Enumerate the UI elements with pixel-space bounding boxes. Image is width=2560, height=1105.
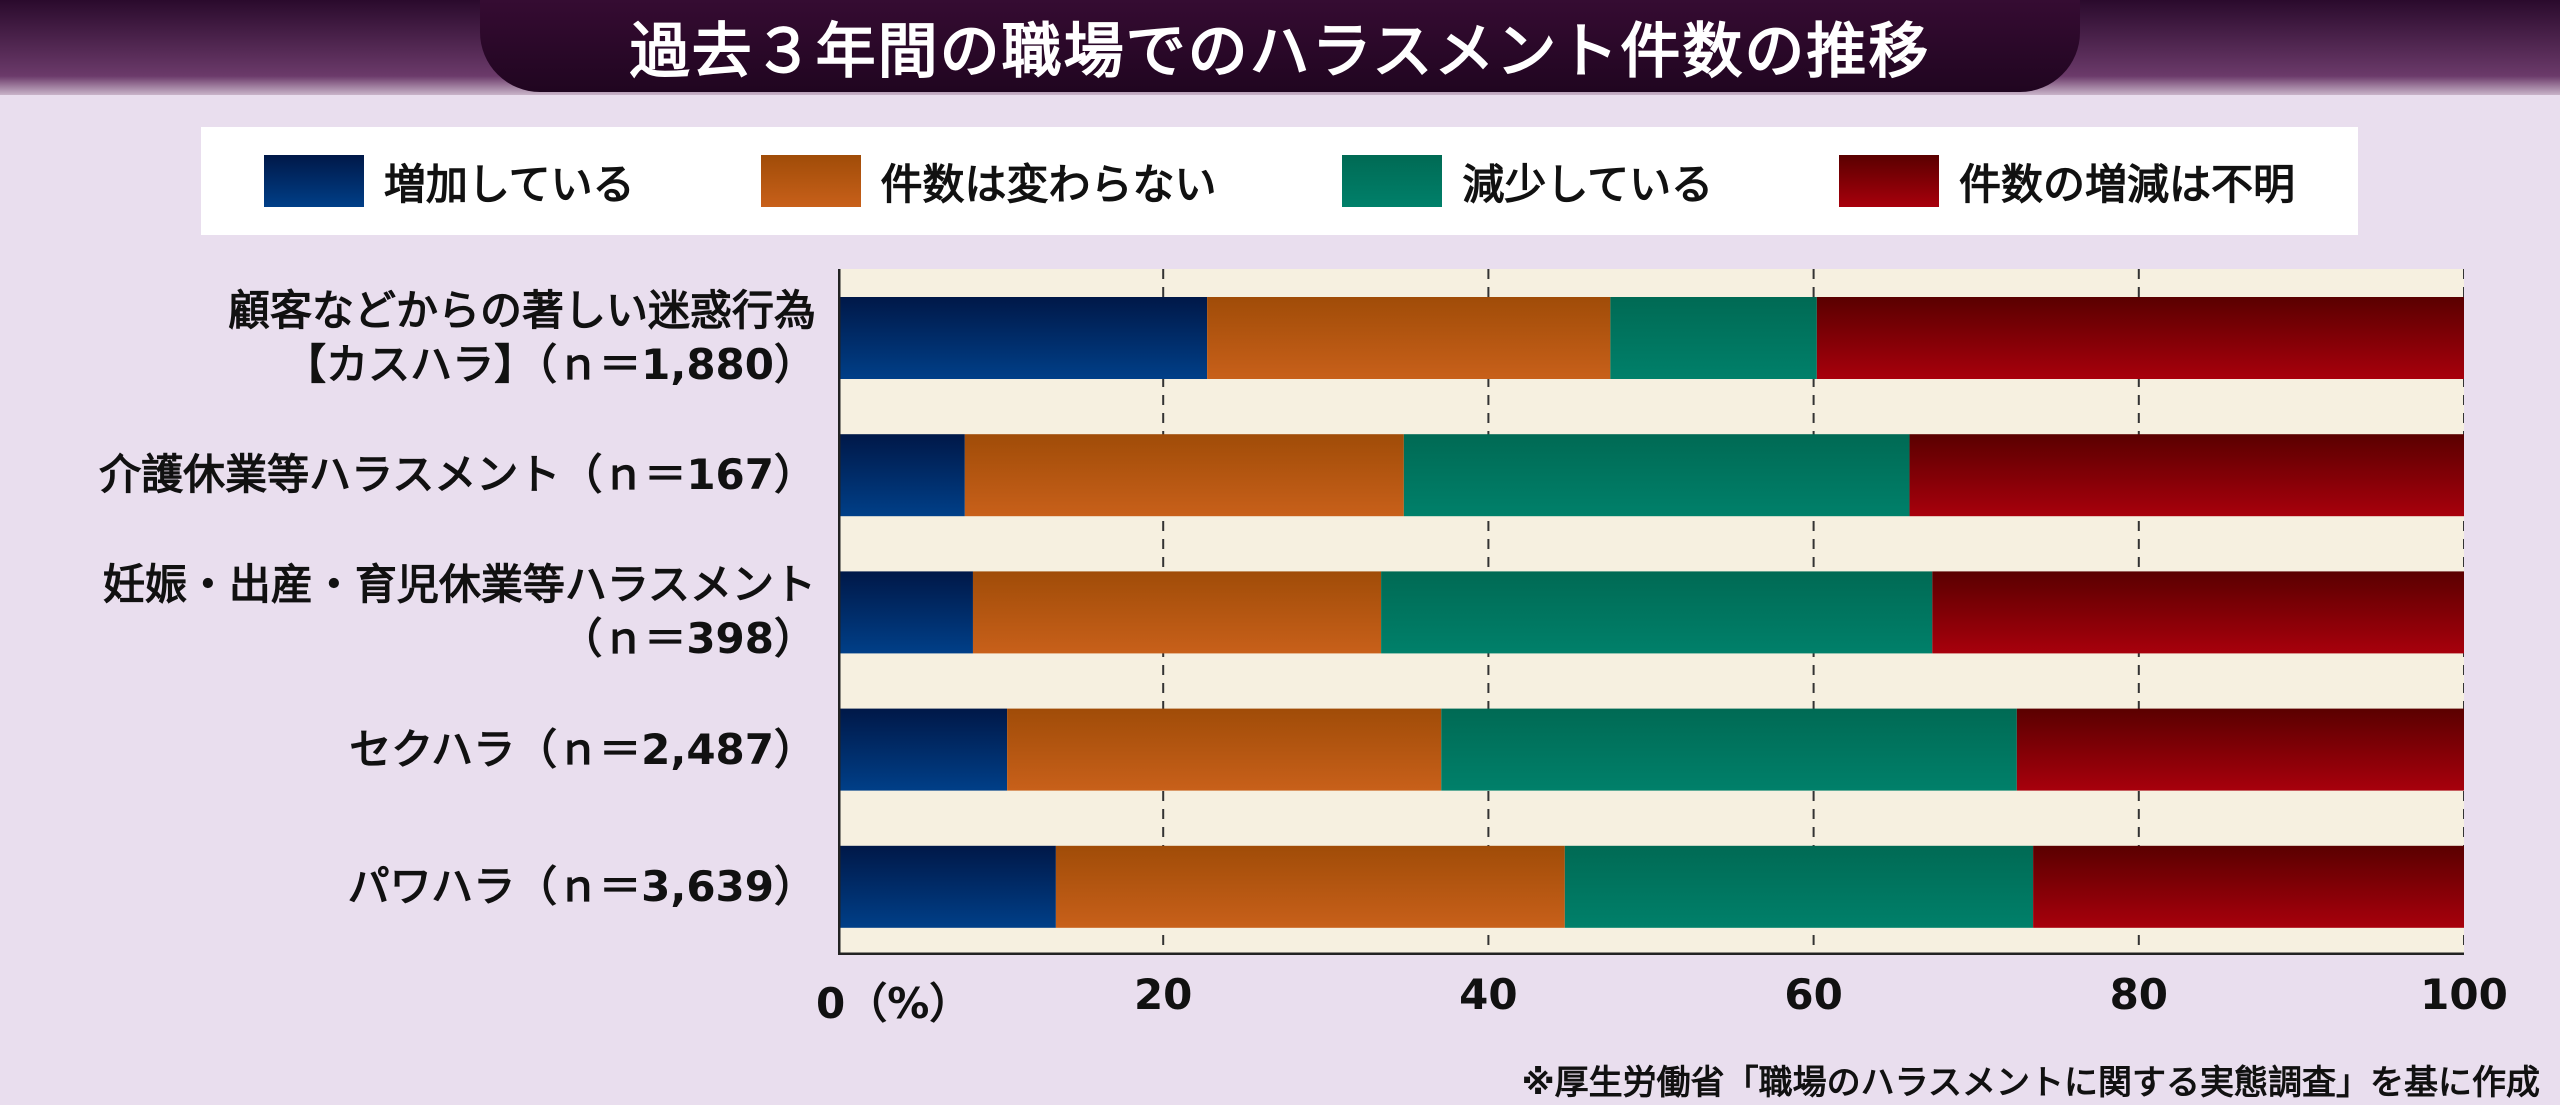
x-tick-label: 20 [1133, 970, 1193, 1019]
legend-swatch [263, 155, 364, 207]
bar-segment [964, 434, 1404, 517]
bar-segment [972, 571, 1382, 654]
bar-segment [1055, 845, 1565, 928]
title-banner: 過去３年間の職場でのハラスメント件数の推移 [480, 0, 2080, 92]
category-label: 顧客などからの著しい迷惑行為【カスハラ】（ｎ＝1,880） [16, 284, 816, 392]
x-tick-label: 40 [1459, 970, 1518, 1019]
legend-item: 減少している [1342, 151, 1713, 212]
bar-segment [1381, 571, 1933, 654]
legend-item: 増加している [263, 151, 635, 212]
bar-segment [838, 708, 1008, 791]
bar-segment [1403, 434, 1910, 517]
category-label-line: （ｎ＝398） [560, 614, 816, 664]
legend-swatch [1839, 155, 1940, 207]
x-tick-label: 0（%） [816, 979, 972, 1028]
category-label: セクハラ（ｎ＝2,487） [16, 723, 816, 777]
category-label: パワハラ（ｎ＝3,639） [16, 860, 816, 914]
category-label: 介護休業等ハラスメント（ｎ＝167） [16, 448, 816, 502]
plot-area [838, 269, 2464, 955]
legend-label: 件数は変わらない [880, 159, 1217, 209]
bar-segment [838, 434, 965, 517]
bar-segment [1564, 845, 2034, 928]
category-label-line: 介護休業等ハラスメント（ｎ＝167） [99, 450, 816, 500]
legend-label: 件数の増減は不明 [1959, 159, 2296, 209]
category-label: 妊娠・出産・育児休業等ハラスメント （ｎ＝398） [16, 558, 816, 666]
x-tick-label: 60 [1784, 970, 1843, 1019]
bar-segment [1816, 297, 2464, 379]
source-note: ※厚生労働省「職場のハラスメントに関する実態調査」を基に作成 [1521, 1063, 2540, 1103]
legend: 増加している 件数は変わらない 減少している 件数の増減は不明 [201, 127, 2358, 235]
bar-segment [1610, 297, 1817, 379]
category-label-line: 【カスハラ】（ｎ＝1,880） [284, 340, 816, 389]
legend-swatch [760, 155, 861, 207]
category-label-line: パワハラ（ｎ＝3,639） [347, 861, 816, 911]
chart-title: 過去３年間の職場でのハラスメント件数の推移 [629, 16, 1931, 87]
x-tick-label: 100 [2420, 970, 2508, 1019]
legend-label: 減少している [1462, 159, 1714, 209]
bar-segment [838, 571, 973, 654]
category-label-line: セクハラ（ｎ＝2,487） [349, 724, 816, 774]
bar-segment [1007, 708, 1442, 791]
bar-segment [838, 845, 1056, 928]
legend-swatch [1342, 155, 1443, 207]
legend-label: 増加している [383, 159, 635, 209]
bar-segment [1207, 297, 1611, 379]
bar-segment [1441, 708, 2017, 791]
category-label-line: 妊娠・出産・育児休業等ハラスメント [102, 560, 816, 610]
bar-segment [2033, 845, 2464, 928]
bar-segment [1932, 571, 2464, 654]
legend-item: 件数は変わらない [760, 151, 1217, 212]
category-label-line: 顧客などからの著しい迷惑行為 [227, 286, 816, 335]
bar-segment [1909, 434, 2464, 517]
bar-segment [838, 297, 1208, 379]
legend-item: 件数の増減は不明 [1839, 151, 2295, 212]
x-tick-label: 80 [2109, 970, 2169, 1019]
bar-segment [2016, 708, 2464, 791]
